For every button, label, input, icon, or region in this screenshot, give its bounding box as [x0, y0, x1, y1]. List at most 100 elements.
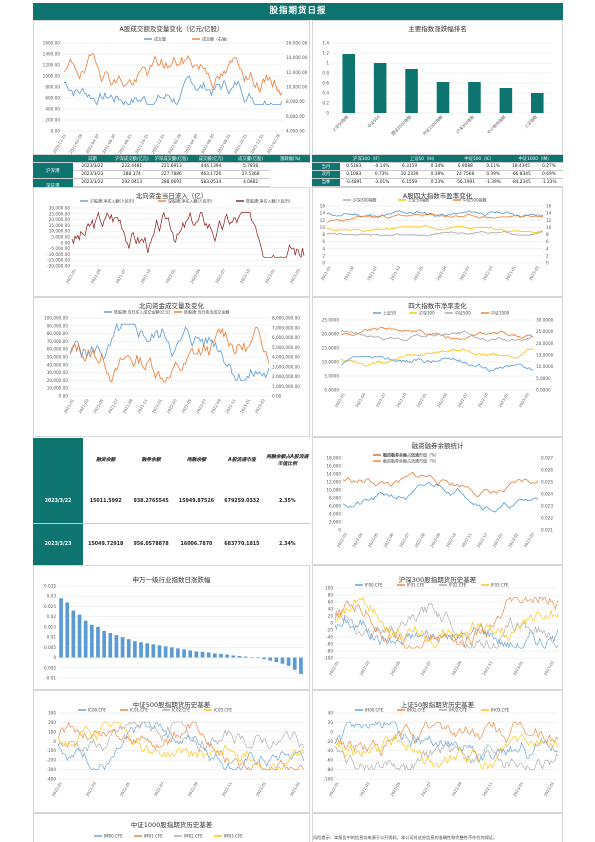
- northbound-volume-chart-panel: 北向资金成交量及变化 100,000.00 90,000.00 80,000.00 7…: [33, 297, 310, 437]
- table-header: 两融余额: [186, 458, 207, 463]
- table-header-row: 融资余额 融券余额 两融余额 A股流通市值 两融余额占A股流通市值比例: [33, 438, 310, 481]
- table-row: 2023/3/22 15011.5992 938.2765545 15949.8752…: [33, 481, 310, 524]
- y-tick-label: 20: [328, 720, 334, 725]
- table-cell: 679259.0332: [219, 481, 265, 524]
- legend-label: 成交额（右轴）: [202, 36, 230, 42]
- y-tick-label: 7,000,000.00: [272, 325, 300, 330]
- y-tick-label: 12: [320, 218, 326, 223]
- y-tick-label: 0.025: [541, 480, 553, 485]
- y-tick-label: -100: [323, 656, 333, 661]
- y-tick-label: -400: [46, 777, 56, 782]
- x-tick-label: 2022-07: [195, 398, 208, 415]
- series-line-sell: [69, 326, 270, 383]
- y-tick-label: 8,000: [329, 496, 341, 501]
- y-tick-label: 0.6: [322, 81, 329, 86]
- table-cell: -56.1991: [451, 178, 480, 187]
- row-header: 次月: [312, 170, 340, 179]
- northbound-inflow-chart: 30,000.0025,000.0020,000.0015,000.0010,0…: [47, 198, 305, 284]
- y-tick-label: 50,000.00: [47, 355, 69, 360]
- y-tick-label: 14,000.00: [286, 55, 308, 60]
- x-tick-label: 2021-04: [354, 392, 367, 409]
- x-tick-label: 2021-08-31: [117, 133, 133, 155]
- table-row: 当季 -0.4891 -3.01% 6.1559 0.23% -56.1991 -1.39%…: [312, 178, 563, 187]
- y-tick-label: 2,000: [329, 520, 341, 525]
- y-tick-label: 300: [48, 711, 56, 716]
- table-cell: 956.0578878: [128, 523, 174, 566]
- y-tick-label: 0.4: [322, 91, 329, 96]
- table-cell: -0.4891: [339, 178, 368, 187]
- category-label: 中小板综指数: [485, 113, 506, 134]
- table-cell: -66.8345: [507, 170, 535, 179]
- bar: [133, 641, 137, 658]
- x-tick-label: 2021-12-31: [150, 133, 166, 155]
- table-cell: 0.23%: [423, 178, 452, 187]
- bar: [188, 650, 193, 658]
- category-label: 沪深300指数: [454, 113, 475, 134]
- index-ranking-chart: 1.41.210.80.60.40.20上证50指数 中证500 国证2000指数中…: [322, 41, 553, 136]
- ic-basis-chart-panel: 中证500股指期货历史基差 300 200 100 0 -100 -200 -300 -400…: [33, 690, 310, 813]
- table-cell: 18.4345: [507, 162, 535, 171]
- y-tick-label: 0.01: [47, 635, 57, 640]
- if-basis-chart: 100 80 60 40 20 0 -20 -40 -60 -80 -100 IF00.CFE IF01…: [323, 583, 559, 677]
- legend-label: 成交量: [154, 36, 166, 42]
- y-tick-label: 0.005: [44, 645, 56, 650]
- table-row: 沪深港 2023/3/22 222.4481 221.6913 444.1394 5.78…: [33, 162, 310, 179]
- y-tick-label: 10,000.00: [49, 229, 71, 234]
- table-cell: 24.7568: [451, 170, 480, 179]
- table-header: 上证50（IH）: [395, 155, 452, 164]
- x-tick-label: 2022-07: [458, 265, 471, 282]
- table-cell: 27.5368: [230, 170, 271, 179]
- y-tick-label: 8,000.00: [286, 99, 305, 104]
- y-tick-label: 0: [330, 729, 333, 734]
- y-tick-label: 2,000,000.00: [272, 374, 300, 379]
- x-tick-label: 2021-09: [121, 398, 134, 415]
- table-header-row: 沪深300（IF） 上证50（IH） 中证500（IC） 中证1000（IM）: [312, 155, 563, 164]
- y-tick-label: 0: [338, 528, 341, 533]
- y-tick-label: 20,000.00: [49, 217, 71, 222]
- x-tick-label: 2023-03: [528, 265, 541, 282]
- bar: [83, 620, 88, 658]
- table-cell: 227.7886: [151, 170, 192, 179]
- x-tick-label: 2021-11: [136, 398, 149, 415]
- bar: [145, 643, 150, 658]
- series-line-3: [334, 596, 559, 649]
- y-tick-label: 0.02: [47, 614, 57, 619]
- x-tick-label: 2022-02-28: [167, 133, 183, 155]
- y-tick-label: -100: [323, 777, 333, 782]
- x-tick-label: 2021-05: [92, 398, 105, 415]
- y-tick-label: 0.035: [44, 584, 56, 589]
- y-tick-label: 0.00: [61, 240, 71, 245]
- x-tick-label: 2022-07: [398, 532, 411, 549]
- y-tick-label: 15.0000: [536, 353, 554, 358]
- y-tick-label: 1200.00: [43, 63, 61, 68]
- chart-title: 北向资金当日流入（亿）: [135, 192, 208, 200]
- series-line-b: [340, 329, 534, 342]
- x-tick-label: 2022-01: [415, 392, 428, 409]
- y-tick-label: 0.0000: [324, 388, 339, 393]
- y-tick-label: 40,000.00: [47, 362, 69, 367]
- row-header: 2023/3/22: [33, 481, 83, 524]
- category-label: 国证2000指数: [390, 113, 413, 136]
- y-tick-label: -20,000.00: [47, 264, 70, 269]
- x-tick-label: 2022-05: [389, 781, 402, 798]
- row-header: 当季: [312, 178, 340, 187]
- x-tick-label: 2020-12-31: [51, 133, 67, 155]
- y-tick-label: 4,000.00: [286, 129, 305, 134]
- chart-title: 沪深300股指期货历史基差: [398, 576, 477, 584]
- bar: [342, 54, 355, 113]
- y-tick-label: 0.2: [322, 101, 329, 106]
- y-tick-label: -0.01: [45, 676, 56, 681]
- category-label: 上证指数: [522, 113, 538, 129]
- y-tick-label: -20: [326, 739, 333, 744]
- x-tick-label: 2022-11: [481, 660, 494, 677]
- table-cell: 2.35%: [264, 481, 310, 524]
- y-tick-label: 20.0000: [322, 332, 340, 337]
- x-tick-label: 2022-09: [429, 532, 442, 549]
- y-tick-label: 4: [322, 246, 325, 251]
- table-cell: 0.39%: [423, 170, 452, 179]
- x-tick-label: 2022-11: [221, 781, 234, 798]
- x-tick-label: 2021-04-30: [84, 133, 100, 155]
- legend-label: IC00.CFE: [88, 708, 106, 713]
- y-tick-label: 100,000.00: [44, 316, 68, 321]
- series-line-c: [340, 347, 534, 367]
